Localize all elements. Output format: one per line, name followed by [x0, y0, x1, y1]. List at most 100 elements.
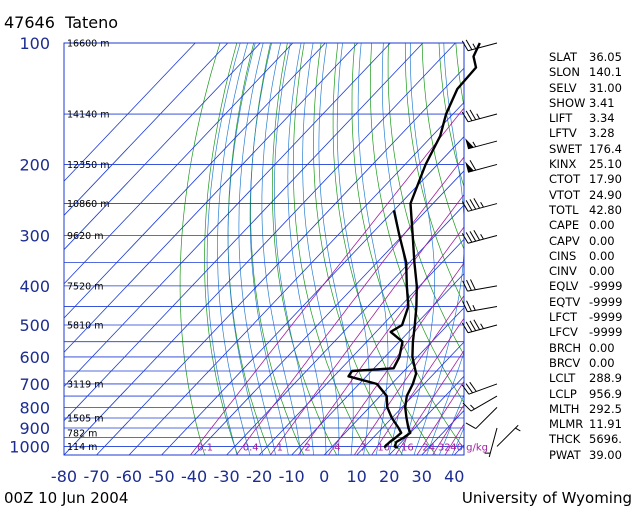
temperature-tick-label: 10	[347, 467, 367, 486]
index-value: 3.28	[589, 126, 615, 141]
temperature-tick-label: 0	[319, 467, 329, 486]
pressure-tick-label: 500	[19, 316, 50, 335]
index-name: LFCT	[549, 310, 578, 325]
isotherm	[64, 43, 196, 182]
pressure-tick-label: 100	[19, 34, 50, 53]
index-name: TOTL	[549, 202, 579, 217]
index-show: SHOW 3.41	[549, 96, 637, 111]
height-label: 12350 m	[67, 160, 110, 171]
index-cinv: CINV 0.00	[549, 264, 637, 279]
height-label: 16600 m	[67, 39, 110, 50]
index-lclt: LCLT 288.9	[549, 371, 637, 386]
wind-barb	[461, 109, 498, 123]
mixing-ratio-label: 10	[377, 442, 390, 453]
temperature-tick-label: 40	[444, 467, 464, 486]
pressure-tick-label: 200	[19, 155, 50, 174]
index-slat: SLAT 36.05	[549, 50, 637, 65]
moist-adiabat	[217, 43, 251, 455]
index-name: SLON	[549, 65, 580, 80]
index-value: 288.9	[589, 371, 622, 386]
index-eqtv: EQTV -9999	[549, 295, 637, 310]
plot-frame	[63, 42, 465, 456]
pressure-tick-label: 400	[19, 277, 50, 296]
isotherm	[128, 101, 464, 455]
index-name: SWET	[549, 141, 582, 156]
moist-adiabat	[302, 43, 340, 455]
pressure-tick-label: 300	[19, 226, 50, 245]
wind-barb	[462, 279, 498, 292]
mixing-ratio-line	[328, 262, 464, 455]
index-name: MLMR	[549, 417, 584, 432]
dewpoint-profile	[347, 210, 410, 449]
isotherm	[226, 204, 464, 455]
pressure-tick-label: 800	[19, 398, 50, 417]
mixing-ratio-label: 24	[422, 442, 435, 453]
index-value: -9999	[589, 325, 623, 340]
moist-adiabat	[206, 43, 241, 455]
dry-adiabat	[332, 43, 436, 455]
mixing-ratio-line	[432, 404, 464, 455]
isotherm	[64, 43, 294, 285]
index-value: 36.05	[589, 50, 622, 64]
temperature-tick-label: -20	[246, 467, 272, 486]
index-name: LIFT	[549, 111, 573, 126]
index-mlmr: MLMR 11.91	[549, 417, 637, 432]
index-name: LFCV	[549, 325, 578, 340]
temperature-tick-label: -70	[83, 467, 109, 486]
pressure-tick-label: 1000	[9, 437, 50, 456]
index-kinx: KINX 25.10	[549, 157, 637, 172]
temperature-tick-label: 30	[412, 467, 432, 486]
dry-adiabat	[421, 43, 464, 251]
index-swet: SWET 176.4	[549, 142, 637, 157]
moist-adiabat	[287, 43, 327, 455]
wind-barb	[461, 319, 498, 334]
wind-barb	[484, 427, 498, 458]
mixing-ratio-line	[353, 294, 464, 455]
station-name: Tateno	[65, 13, 119, 32]
station-title: 47646 Tateno	[4, 13, 118, 32]
moist-adiabat	[249, 43, 289, 455]
index-eqlv: EQLV -9999	[549, 279, 637, 294]
index-lfcv: LFCV -9999	[549, 325, 637, 340]
mixing-ratio-label: 2	[304, 442, 310, 453]
wind-barb	[461, 381, 498, 395]
index-value: 0.00	[589, 248, 615, 263]
height-labels: 16600 m 14140 m 12350 m 10860 m 9620 m 7520 m…	[67, 39, 110, 453]
index-value: 25.10	[589, 157, 622, 172]
index-name: CINS	[549, 248, 577, 263]
index-value: 0.00	[589, 218, 615, 233]
index-brcv: BRCV 0.00	[549, 356, 637, 371]
temperature-tick-label: -80	[51, 467, 77, 486]
index-lftv: LFTV 3.28	[549, 126, 637, 141]
temperature-tick-label: 20	[379, 467, 399, 486]
index-value: 0.00	[589, 340, 615, 355]
index-value: 17.90	[589, 172, 622, 187]
index-name: BRCV	[549, 355, 581, 370]
moist-adiabat	[227, 43, 264, 455]
index-brch: BRCH 0.00	[549, 341, 637, 356]
wind-barb	[465, 406, 498, 430]
index-name: LFTV	[549, 126, 577, 141]
index-name: SLAT	[549, 50, 577, 64]
index-name: KINX	[549, 157, 577, 172]
index-capv: CAPV 0.00	[549, 234, 637, 249]
isotherm	[258, 238, 464, 455]
index-name: CAPV	[549, 233, 580, 248]
index-name: VTOT	[549, 187, 580, 202]
index-name: CTOT	[549, 172, 581, 187]
temperature-profile	[393, 42, 481, 449]
mixing-ratio-label: 0.4	[243, 442, 259, 453]
mixing-ratio-line	[416, 380, 464, 455]
index-lfct: LFCT -9999	[549, 310, 637, 325]
index-name: MLTH	[549, 401, 580, 416]
mixing-ratio-label: 40 g/kg	[450, 442, 488, 453]
index-value: 42.80	[589, 202, 622, 217]
index-value: 31.00	[589, 80, 622, 95]
pressure-tick-label: 700	[19, 375, 50, 394]
height-label: 1505 m	[67, 413, 103, 424]
mixing-ratio-label: 16	[401, 442, 414, 453]
height-label: 3119 m	[67, 379, 103, 390]
isotherm	[96, 67, 464, 455]
temperature-axis: -80 -70 -60 -50 -40 -30 -20 -10 0 10 20 30 40	[51, 467, 464, 486]
